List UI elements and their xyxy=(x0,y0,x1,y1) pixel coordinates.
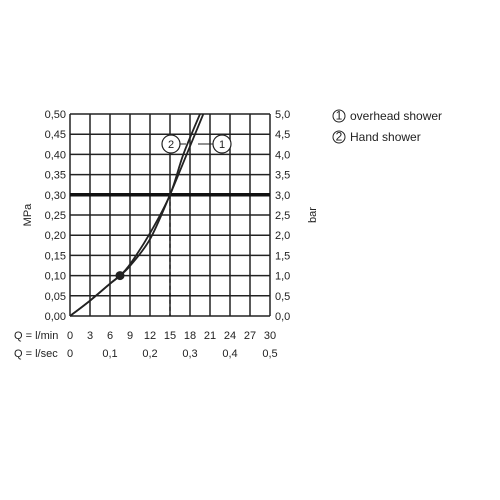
axis-labels: MPa bar Q = l/min Q = l/sec 0,000,050,10… xyxy=(14,109,319,360)
left-axis-tick-label: 0,45 xyxy=(45,129,66,141)
x-axis-lmin-tick-label: 9 xyxy=(127,330,133,342)
x-axis-lmin-tick-label: 12 xyxy=(144,330,156,342)
left-axis-tick-label: 0,00 xyxy=(45,311,66,323)
x-axis-lsec-tick-label: 0,4 xyxy=(222,348,237,360)
x-axis-lsec-tick-label: 0,1 xyxy=(102,348,117,360)
left-axis-tick-label: 0,15 xyxy=(45,250,66,262)
x-axis-lsec-tick-label: 0,2 xyxy=(142,348,157,360)
left-axis-tick-label: 0,25 xyxy=(45,210,66,222)
x-axis-lmin-tick-label: 18 xyxy=(184,330,196,342)
right-axis-tick-label: 5,0 xyxy=(275,109,290,121)
right-axis-tick-label: 0,5 xyxy=(275,291,290,303)
series-marker-hand-shower-number: 2 xyxy=(168,139,174,151)
legend: 1 overhead shower 2 Hand shower xyxy=(332,109,442,144)
x-axis-lmin-tick-label: 3 xyxy=(87,330,93,342)
x-axis-lsec-tick-label: 0,3 xyxy=(182,348,197,360)
left-axis-tick-label: 0,20 xyxy=(45,230,66,242)
legend-marker-number: 2 xyxy=(336,130,343,144)
x-axis-lsec-tick-label: 0,5 xyxy=(262,348,277,360)
left-axis-tick-label: 0,40 xyxy=(45,149,66,161)
left-axis-title: MPa xyxy=(22,203,34,227)
operating-point-dot xyxy=(115,271,125,281)
right-axis-tick-label: 1,5 xyxy=(275,250,290,262)
right-axis-tick-label: 4,5 xyxy=(275,129,290,141)
x-axis-lsec-title: Q = l/sec xyxy=(14,348,58,360)
right-axis-tick-label: 4,0 xyxy=(275,149,290,161)
x-axis-lmin-tick-label: 27 xyxy=(244,330,256,342)
x-axis-lmin-tick-label: 30 xyxy=(264,330,276,342)
legend-marker-circle xyxy=(332,130,346,144)
legend-entry-label: overhead shower xyxy=(350,109,442,123)
legend-marker-number: 1 xyxy=(336,109,343,123)
legend-entry-label: Hand shower xyxy=(350,130,421,144)
x-axis-lmin-tick-label: 6 xyxy=(107,330,113,342)
left-axis-tick-label: 0,30 xyxy=(45,190,66,202)
right-axis-tick-label: 1,0 xyxy=(275,271,290,283)
series-marker-overhead-shower-number: 1 xyxy=(219,139,225,151)
left-axis-tick-label: 0,50 xyxy=(45,109,66,121)
left-axis-tick-label: 0,10 xyxy=(45,271,66,283)
right-axis-tick-label: 2,5 xyxy=(275,210,290,222)
x-axis-lmin-tick-label: 21 xyxy=(204,330,216,342)
right-axis-title: bar xyxy=(307,207,319,223)
x-axis-lmin-title: Q = l/min xyxy=(14,330,58,342)
x-axis-lmin-tick-label: 15 xyxy=(164,330,176,342)
right-axis-tick-label: 2,0 xyxy=(275,230,290,242)
left-axis-tick-label: 0,35 xyxy=(45,170,66,182)
legend-marker-circle xyxy=(332,109,346,123)
right-axis-tick-label: 3,0 xyxy=(275,190,290,202)
left-axis-tick-label: 0,05 xyxy=(45,291,66,303)
right-axis-tick-label: 0,0 xyxy=(275,311,290,323)
right-axis-tick-label: 3,5 xyxy=(275,170,290,182)
x-axis-lmin-tick-label: 0 xyxy=(67,330,73,342)
x-axis-lmin-tick-label: 24 xyxy=(224,330,236,342)
x-axis-lsec-tick-label: 0 xyxy=(67,348,73,360)
series-line-hand-shower xyxy=(69,113,201,317)
